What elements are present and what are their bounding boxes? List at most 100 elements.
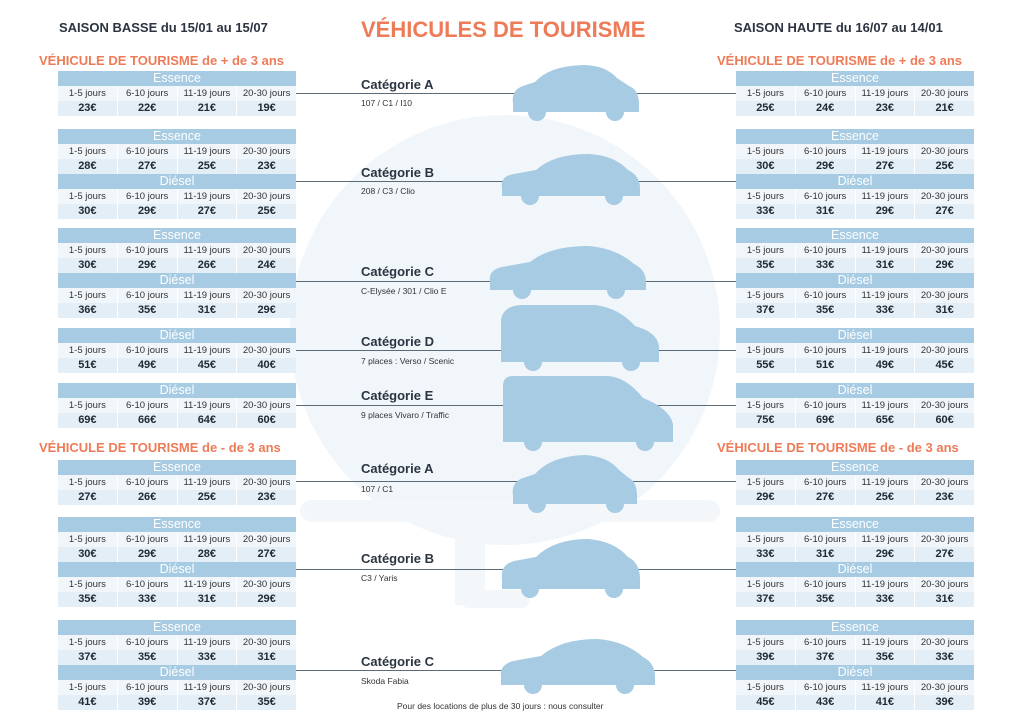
price-table-high-d1_die: Diésel 1-5 jours 6-10 jours 11-19 jours 20-3… (736, 328, 974, 373)
price-row: 28€ 27€ 25€ 23€ (58, 159, 296, 174)
price-cell: 28€ (177, 547, 238, 562)
duration-cell: 1-5 jours (58, 635, 118, 650)
car-icon (501, 154, 640, 205)
duration-cell: 1-5 jours (736, 635, 796, 650)
duration-row: 1-5 jours 6-10 jours 11-19 jours 20-30 jour… (58, 189, 296, 204)
price-cell: 25€ (177, 159, 238, 174)
fuel-type-header: Diésel (58, 665, 296, 680)
fuel-type-header: Essence (736, 129, 974, 144)
duration-cell: 20-30 jours (915, 475, 974, 490)
fuel-type-header: Diésel (58, 174, 296, 189)
price-cell: 33€ (855, 592, 916, 607)
duration-row: 1-5 jours 6-10 jours 11-19 jours 20-30 jour… (58, 635, 296, 650)
duration-cell: 20-30 jours (915, 635, 974, 650)
duration-cell: 1-5 jours (736, 144, 796, 159)
duration-cell: 6-10 jours (795, 86, 856, 101)
price-row: 25€ 24€ 23€ 21€ (736, 101, 974, 116)
fuel-type-header: Essence (58, 129, 296, 144)
duration-cell: 20-30 jours (237, 86, 296, 101)
duration-cell: 6-10 jours (117, 144, 178, 159)
price-cell: 19€ (237, 101, 296, 116)
duration-cell: 6-10 jours (117, 680, 178, 695)
duration-cell: 11-19 jours (177, 577, 238, 592)
duration-cell: 11-19 jours (177, 343, 238, 358)
duration-cell: 11-19 jours (855, 189, 916, 204)
duration-cell: 20-30 jours (237, 577, 296, 592)
duration-cell: 6-10 jours (795, 144, 856, 159)
price-cell: 41€ (855, 695, 916, 710)
duration-cell: 11-19 jours (177, 144, 238, 159)
price-cell: 31€ (177, 592, 238, 607)
price-cell: 36€ (58, 303, 118, 318)
category-c-models: C-Elysée / 301 / Clio E (361, 286, 447, 296)
price-cell: 35€ (117, 650, 178, 665)
price-cell: 69€ (58, 413, 118, 428)
price-table-low-b1_die: Diésel 1-5 jours 6-10 jours 11-19 jours 20-3… (58, 174, 296, 219)
duration-row: 1-5 jours 6-10 jours 11-19 jours 20-30 jour… (58, 532, 296, 547)
fuel-type-header: Diésel (736, 273, 974, 288)
price-cell: 65€ (855, 413, 916, 428)
price-cell: 55€ (736, 358, 796, 373)
duration-cell: 20-30 jours (915, 243, 974, 258)
duration-row: 1-5 jours 6-10 jours 11-19 jours 20-30 jour… (58, 288, 296, 303)
price-row: 27€ 26€ 25€ 23€ (58, 490, 296, 505)
fuel-type-header: Diésel (736, 383, 974, 398)
duration-row: 1-5 jours 6-10 jours 11-19 jours 20-30 jour… (58, 243, 296, 258)
duration-row: 1-5 jours 6-10 jours 11-19 jours 20-30 jour… (58, 475, 296, 490)
duration-cell: 1-5 jours (58, 532, 118, 547)
duration-cell: 1-5 jours (58, 680, 118, 695)
connector-line (296, 481, 736, 482)
duration-row: 1-5 jours 6-10 jours 11-19 jours 20-30 jour… (736, 86, 974, 101)
duration-cell: 20-30 jours (237, 398, 296, 413)
price-cell: 27€ (237, 547, 296, 562)
price-row: 33€ 31€ 29€ 27€ (736, 547, 974, 562)
fuel-type-header: Essence (736, 517, 974, 532)
fuel-type-header: Diésel (736, 665, 974, 680)
price-cell: 30€ (736, 159, 796, 174)
price-cell: 31€ (795, 204, 856, 219)
duration-row: 1-5 jours 6-10 jours 11-19 jours 20-30 jour… (736, 398, 974, 413)
price-cell: 29€ (736, 490, 796, 505)
duration-cell: 20-30 jours (915, 532, 974, 547)
duration-cell: 11-19 jours (855, 144, 916, 159)
price-table-high-c2_ess: Essence 1-5 jours 6-10 jours 11-19 jours 20-… (736, 620, 974, 665)
section-title-over3-right: VÉHICULE DE TOURISME de + de 3 ans (717, 53, 963, 68)
duration-cell: 20-30 jours (237, 243, 296, 258)
duration-row: 1-5 jours 6-10 jours 11-19 jours 20-30 jour… (736, 577, 974, 592)
footer-note: Pour des locations de plus de 30 jours :… (397, 701, 604, 711)
price-table-high-a1_ess: Essence 1-5 jours 6-10 jours 11-19 jours 20-… (736, 71, 974, 116)
duration-cell: 6-10 jours (117, 398, 178, 413)
category-e-title: Catégorie E (361, 388, 434, 403)
fuel-type-header: Essence (58, 620, 296, 635)
price-cell: 29€ (795, 159, 856, 174)
price-row: 55€ 51€ 49€ 45€ (736, 358, 974, 373)
price-cell: 29€ (915, 258, 974, 273)
price-table-high-b1_ess: Essence 1-5 jours 6-10 jours 11-19 jours 20-… (736, 129, 974, 174)
section-title-under3-left: VÉHICULE DE TOURISME de - de 3 ans (39, 440, 281, 455)
car-icon (500, 639, 655, 694)
duration-cell: 1-5 jours (58, 343, 118, 358)
price-cell: 26€ (117, 490, 178, 505)
price-table-high-b1_die: Diésel 1-5 jours 6-10 jours 11-19 jours 20-3… (736, 174, 974, 219)
price-cell: 21€ (915, 101, 974, 116)
price-row: 35€ 33€ 31€ 29€ (58, 592, 296, 607)
category-b2-models: C3 / Yaris (361, 573, 398, 583)
duration-cell: 6-10 jours (795, 532, 856, 547)
price-table-low-a1_ess: Essence 1-5 jours 6-10 jours 11-19 jours 20-… (58, 71, 296, 116)
price-cell: 23€ (915, 490, 974, 505)
price-cell: 26€ (177, 258, 238, 273)
duration-cell: 11-19 jours (177, 532, 238, 547)
duration-cell: 1-5 jours (58, 189, 118, 204)
duration-cell: 20-30 jours (915, 398, 974, 413)
duration-cell: 1-5 jours (736, 243, 796, 258)
duration-cell: 20-30 jours (915, 189, 974, 204)
duration-cell: 20-30 jours (237, 288, 296, 303)
duration-cell: 6-10 jours (117, 243, 178, 258)
price-cell: 37€ (736, 303, 796, 318)
duration-row: 1-5 jours 6-10 jours 11-19 jours 20-30 jour… (736, 635, 974, 650)
duration-cell: 1-5 jours (58, 398, 118, 413)
car-icon (512, 65, 639, 121)
duration-cell: 6-10 jours (117, 86, 178, 101)
price-row: 51€ 49€ 45€ 40€ (58, 358, 296, 373)
price-cell: 35€ (795, 592, 856, 607)
